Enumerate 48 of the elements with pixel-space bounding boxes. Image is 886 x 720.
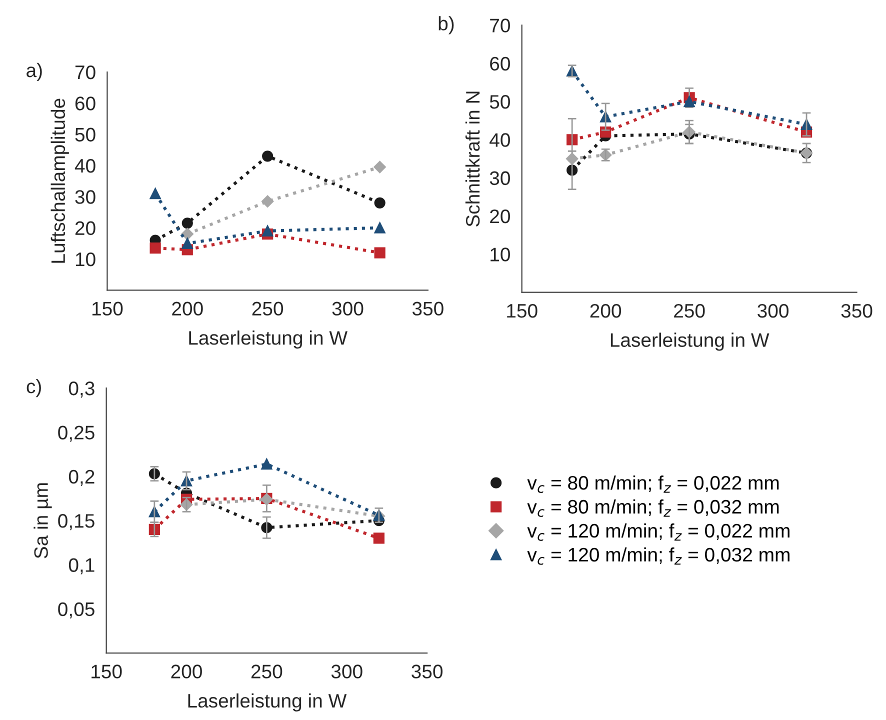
chart-title: b)	[438, 16, 454, 34]
y-tick-label: 0,2	[68, 470, 94, 486]
y-tick-label: 70	[75, 65, 96, 80]
y-tick-label: 20	[75, 221, 96, 236]
legend-label: v$_{c}$ = 120 m/min; f$_{z}$ = 0,022 mm	[527, 523, 790, 541]
y-tick-label: 10	[490, 248, 510, 262]
x-tick-label: 150	[92, 302, 123, 316]
x-tick-label: 300	[758, 304, 788, 318]
y-axis-title: Luftschallamplitude	[50, 98, 69, 263]
x-tick-label: 250	[674, 304, 705, 318]
y-tick-label: 10	[76, 252, 96, 266]
chart-title: a)	[26, 62, 42, 82]
x-tick-label: 300	[332, 302, 364, 316]
x-tick-label: 200	[171, 664, 202, 678]
x-axis-title: Laserleistung in W	[189, 330, 348, 349]
y-tick-label: 0,05	[58, 602, 94, 618]
y-tick-label: 40	[74, 158, 96, 173]
chart-title: c)	[26, 379, 41, 398]
x-tick-label: 150	[507, 304, 538, 318]
y-tick-label: 30	[490, 171, 510, 186]
x-tick-label: 150	[92, 664, 122, 678]
y-tick-label: 0,3	[68, 382, 94, 398]
y-tick-label: 0,1	[68, 558, 94, 574]
y-tick-label: 40	[490, 133, 510, 147]
y-tick-label: 50	[75, 128, 96, 142]
y-tick-label: 60	[75, 96, 96, 110]
legend-label: v$_{c}$ = 80 m/min; f$_{z}$ = 0,022 mm	[527, 475, 779, 493]
y-axis-title: Sa in µm	[34, 483, 52, 558]
y-tick-label: 60	[490, 56, 510, 71]
x-tick-label: 350	[412, 664, 443, 678]
x-tick-label: 200	[172, 302, 203, 316]
x-tick-label: 250	[252, 302, 284, 316]
y-tick-label: 30	[75, 190, 96, 204]
legend-label: v$_{c}$ = 80 m/min; f$_{z}$ = 0,032 mm	[527, 499, 779, 517]
x-tick-label: 300	[331, 664, 362, 678]
x-tick-label: 200	[590, 304, 622, 318]
x-tick-label: 350	[841, 304, 872, 318]
y-tick-label: 50	[490, 94, 510, 109]
y-tick-label: 0,15	[58, 514, 94, 530]
x-tick-label: 250	[251, 664, 282, 678]
x-tick-label: 350	[412, 302, 444, 316]
y-tick-label: 70	[490, 18, 510, 32]
y-tick-label: 0,25	[58, 426, 94, 442]
y-axis-title: Schnittkraft in N	[465, 92, 480, 226]
x-axis-title: Laserleistung in W	[188, 693, 347, 712]
y-tick-label: 20	[490, 209, 510, 224]
legend-label: v$_{c}$ = 120 m/min; f$_{z}$ = 0,032 mm	[527, 547, 790, 565]
x-axis-title: Laserleistung in W	[610, 332, 770, 351]
